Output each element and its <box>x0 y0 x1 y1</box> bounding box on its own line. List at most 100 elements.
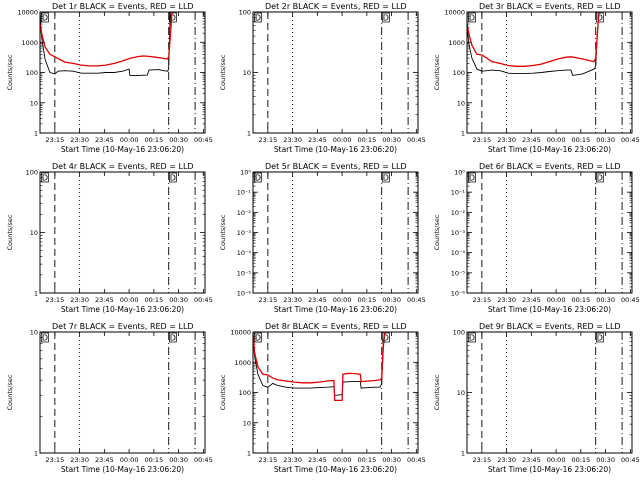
panel-title: Det 4r BLACK = Events, RED = LLD <box>52 162 194 171</box>
x-tick-label: 00:00 <box>547 296 566 304</box>
event-marker-label: D <box>383 334 389 343</box>
y-tick-label: 100 <box>453 69 465 77</box>
x-tick-label: 00:45 <box>194 136 213 144</box>
detector-panel-7: Det 7r BLACK = Events, RED = LLD Counts/s… <box>6 322 213 474</box>
x-tick-label: 00:15 <box>571 296 590 304</box>
x-tick-label: 00:00 <box>120 296 139 304</box>
x-tick-label: 23:15 <box>258 136 277 144</box>
y-tick-label: 1000 <box>448 39 465 47</box>
detector-panel-2: Det 2r BLACK = Events, RED = LLD Counts/s… <box>219 2 426 154</box>
y-tick-label: 10 <box>243 69 251 77</box>
x-tick-label: 00:15 <box>357 136 376 144</box>
x-tick-label: 00:00 <box>333 136 352 144</box>
y-tick-label: 10 <box>30 99 38 107</box>
x-tick-label: 23:15 <box>472 296 491 304</box>
x-tick-label: 00:30 <box>382 136 401 144</box>
event-marker-label: D <box>42 174 48 183</box>
x-tick-label: 23:15 <box>472 456 491 464</box>
event-marker-label: D <box>469 174 475 183</box>
y-tick-label: 100 <box>453 329 465 337</box>
y-axis-label: Counts/sec <box>433 214 441 250</box>
x-tick-label: 00:30 <box>169 136 188 144</box>
plot-frame <box>466 11 633 134</box>
detector-panel-1: Det 1r BLACK = Events, RED = LLD Counts/s… <box>6 2 213 154</box>
x-tick-label: 00:45 <box>621 456 640 464</box>
event-marker-box <box>595 172 604 183</box>
x-tick-label: 00:15 <box>144 456 163 464</box>
y-tick-label: 1 <box>247 130 251 138</box>
y-tick-label: 1000 <box>234 359 251 367</box>
panel-title: Det 9r BLACK = Events, RED = LLD <box>479 322 621 331</box>
y-axis-label: Counts/sec <box>219 374 227 410</box>
y-tick-label: 10 <box>243 419 251 427</box>
x-tick-label: 23:30 <box>70 456 89 464</box>
detector-panel-6: Det 6r BLACK = Events, RED = LLD Counts/s… <box>433 162 640 314</box>
event-marker-label: D <box>170 14 176 23</box>
x-tick-label: 00:45 <box>407 456 426 464</box>
y-axis-label: Counts/sec <box>433 54 441 90</box>
x-tick-label: 23:30 <box>283 296 302 304</box>
panel-title: Det 6r BLACK = Events, RED = LLD <box>479 162 621 171</box>
y-tick-label: 10⁻⁵ <box>451 269 466 277</box>
x-tick-label: 00:45 <box>407 136 426 144</box>
y-tick-label: 10000 <box>230 329 251 337</box>
x-tick-label: 23:45 <box>308 296 327 304</box>
event-marker-label: D <box>383 14 389 23</box>
panel-title: Det 5r BLACK = Events, RED = LLD <box>265 162 407 171</box>
x-tick-label: 00:30 <box>169 296 188 304</box>
y-tick-label: 1 <box>34 450 38 458</box>
panel-title: Det 3r BLACK = Events, RED = LLD <box>479 2 621 11</box>
event-marker-label: D <box>42 334 48 343</box>
y-axis-label: Counts/sec <box>6 214 14 250</box>
y-tick-label: 10⁻⁶ <box>237 290 252 298</box>
plot-frame <box>39 11 206 134</box>
y-tick-label: 100 <box>239 389 251 397</box>
plot-frame <box>39 331 206 454</box>
y-axis-label: Counts/sec <box>219 54 227 90</box>
event-marker-box <box>382 12 390 23</box>
event-marker-box <box>169 172 177 183</box>
y-tick-label: 10⁻³ <box>237 229 252 237</box>
plot-frame <box>466 171 633 294</box>
event-marker-box <box>41 172 49 183</box>
plot-frame <box>252 11 419 134</box>
x-tick-label: 23:45 <box>95 296 114 304</box>
x-tick-label: 23:30 <box>497 296 516 304</box>
x-tick-label: 23:15 <box>472 136 491 144</box>
plot-frame <box>466 331 633 454</box>
y-tick-label: 100 <box>26 169 38 177</box>
detector-panel-4: Det 4r BLACK = Events, RED = LLD Counts/s… <box>6 162 213 314</box>
event-marker-label: D <box>469 334 475 343</box>
x-tick-label: 00:00 <box>333 456 352 464</box>
x-tick-label: 23:30 <box>497 136 516 144</box>
x-tick-label: 23:30 <box>283 456 302 464</box>
event-marker-label: D <box>255 14 261 23</box>
event-marker-label: D <box>170 174 176 183</box>
x-tick-label: 00:30 <box>596 296 615 304</box>
x-tick-label: 00:45 <box>407 296 426 304</box>
y-axis-label: Counts/sec <box>219 214 227 250</box>
x-axis-label: Start Time (10-May-16 23:06:20) <box>61 305 184 314</box>
event-marker-box <box>382 172 390 183</box>
x-tick-label: 00:30 <box>596 456 615 464</box>
y-tick-label: 10 <box>457 99 465 107</box>
x-tick-label: 00:00 <box>333 296 352 304</box>
y-tick-label: 1000 <box>21 39 38 47</box>
x-tick-label: 23:45 <box>95 136 114 144</box>
panel-title: Det 8r BLACK = Events, RED = LLD <box>265 322 407 331</box>
x-tick-label: 00:00 <box>120 136 139 144</box>
x-tick-label: 23:15 <box>258 296 277 304</box>
x-axis-label: Start Time (10-May-16 23:06:20) <box>61 145 184 154</box>
events-series-line <box>39 11 171 76</box>
event-marker-box <box>41 332 49 343</box>
x-axis-label: Start Time (10-May-16 23:06:20) <box>488 465 611 474</box>
panel-title: Det 2r BLACK = Events, RED = LLD <box>265 2 407 11</box>
x-tick-label: 00:00 <box>547 456 566 464</box>
detector-panel-5: Det 5r BLACK = Events, RED = LLD Counts/s… <box>219 162 426 314</box>
event-marker-label: D <box>597 334 603 343</box>
x-tick-label: 00:45 <box>194 456 213 464</box>
y-tick-label: 10⁻⁴ <box>237 249 252 257</box>
y-tick-label: 1 <box>34 130 38 138</box>
lld-series-line <box>466 11 600 67</box>
y-tick-label: 10 <box>457 389 465 397</box>
